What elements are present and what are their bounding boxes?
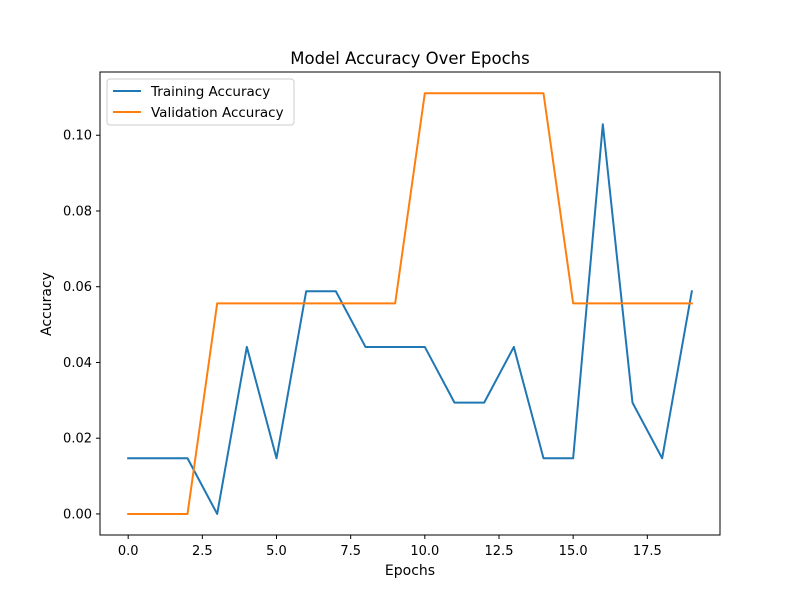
- series-line-training: [127, 123, 693, 515]
- x-tick-label: 17.5: [633, 544, 662, 559]
- legend: Training Accuracy Validation Accuracy: [106, 78, 295, 126]
- y-tick-label: 0.10: [63, 129, 92, 144]
- chart-title: Model Accuracy Over Epochs: [290, 49, 529, 68]
- y-axis-label: Accuracy: [39, 272, 55, 336]
- y-tick-label: 0.00: [63, 507, 92, 522]
- x-tick-label: 15.0: [559, 544, 588, 559]
- legend-box: [106, 78, 295, 126]
- y-tick-label: 0.02: [63, 432, 92, 447]
- y-tick-label: 0.04: [63, 356, 92, 371]
- y-tick-label: 0.08: [63, 204, 92, 219]
- legend-label: Validation Accuracy: [151, 105, 284, 121]
- plot-area: 0.0 2.5 5.0 7.5 10.0 12.5 15.0 17.5 0.00 0.02 0.04…: [63, 71, 721, 559]
- x-axis-label: Epochs: [385, 563, 435, 579]
- x-tick-label: 5.0: [266, 544, 287, 559]
- series-line-validation: [127, 92, 693, 515]
- x-tick-label: 7.5: [340, 544, 361, 559]
- x-tick-label: 2.5: [192, 544, 213, 559]
- plot-frame: [99, 71, 721, 536]
- x-tick-label: 10.0: [410, 544, 439, 559]
- x-tick-label: 0.0: [118, 544, 139, 559]
- y-tick-label: 0.06: [63, 280, 92, 295]
- legend-label: Training Accuracy: [150, 84, 270, 100]
- x-tick-label: 12.5: [485, 544, 514, 559]
